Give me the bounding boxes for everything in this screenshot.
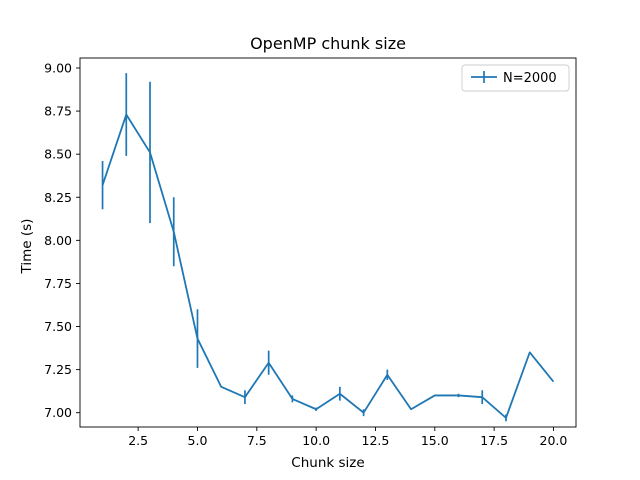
plot-area: 2.5 5.0 7.5 10.0 12.5 15.0 17.5 20.0 7.00 7.25 7.5… [44,57,577,448]
y-tick-label: 8.00 [44,233,72,248]
x-axis-label: Chunk size [291,455,364,471]
chart-title: OpenMP chunk size [250,34,406,53]
x-tick-label: 10.0 [302,433,330,448]
x-tick-label: 12.5 [362,433,390,448]
y-tick-label: 7.50 [44,319,72,334]
series-line [101,113,555,419]
axes-frame [79,57,577,428]
x-tick-label: 20.0 [540,433,568,448]
x-tick-label: 5.0 [188,433,208,448]
y-tick-label: 8.25 [44,190,72,205]
x-tick-label: 7.5 [247,433,267,448]
y-tick-label: 7.75 [44,276,72,291]
x-tick-label: 17.5 [480,433,508,448]
legend-label: N=2000 [503,71,557,86]
y-tick-label: 7.00 [44,405,72,420]
x-tick-label: 15.0 [421,433,449,448]
legend-box [461,64,570,92]
y-tick-label: 7.25 [44,362,72,377]
x-tick-label: 2.5 [128,433,148,448]
y-axis-label: Time (s) [19,219,35,275]
y-tick-label: 9.00 [44,60,72,75]
legend: N=2000 [461,64,570,92]
y-tick-label: 8.75 [44,104,72,119]
y-tick-label: 8.50 [44,147,72,162]
